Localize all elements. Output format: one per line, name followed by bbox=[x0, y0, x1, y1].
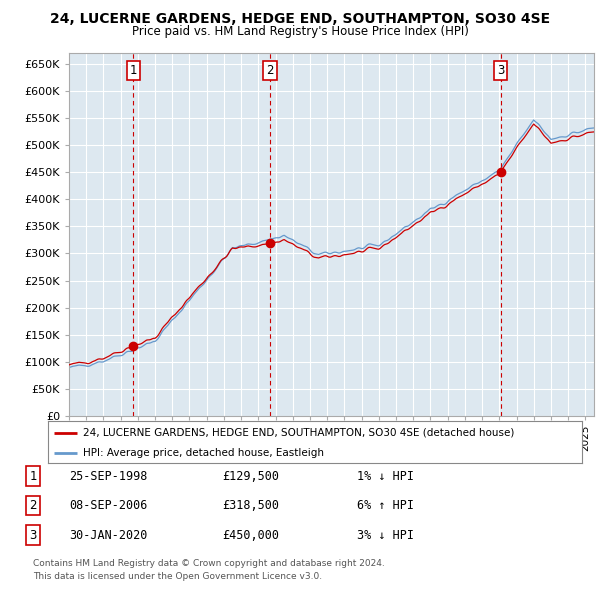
Text: 24, LUCERNE GARDENS, HEDGE END, SOUTHAMPTON, SO30 4SE (detached house): 24, LUCERNE GARDENS, HEDGE END, SOUTHAMP… bbox=[83, 428, 514, 438]
Text: 3: 3 bbox=[29, 529, 37, 542]
Text: 6% ↑ HPI: 6% ↑ HPI bbox=[357, 499, 414, 512]
Text: HPI: Average price, detached house, Eastleigh: HPI: Average price, detached house, East… bbox=[83, 448, 324, 457]
Text: £318,500: £318,500 bbox=[222, 499, 279, 512]
Text: 3: 3 bbox=[497, 64, 505, 77]
Text: This data is licensed under the Open Government Licence v3.0.: This data is licensed under the Open Gov… bbox=[33, 572, 322, 581]
Text: 08-SEP-2006: 08-SEP-2006 bbox=[69, 499, 148, 512]
Text: 2: 2 bbox=[29, 499, 37, 512]
Text: Contains HM Land Registry data © Crown copyright and database right 2024.: Contains HM Land Registry data © Crown c… bbox=[33, 559, 385, 568]
Text: 3% ↓ HPI: 3% ↓ HPI bbox=[357, 529, 414, 542]
Text: 24, LUCERNE GARDENS, HEDGE END, SOUTHAMPTON, SO30 4SE: 24, LUCERNE GARDENS, HEDGE END, SOUTHAMP… bbox=[50, 12, 550, 26]
Text: Price paid vs. HM Land Registry's House Price Index (HPI): Price paid vs. HM Land Registry's House … bbox=[131, 25, 469, 38]
Text: £129,500: £129,500 bbox=[222, 470, 279, 483]
Text: £450,000: £450,000 bbox=[222, 529, 279, 542]
Text: 1% ↓ HPI: 1% ↓ HPI bbox=[357, 470, 414, 483]
Text: 25-SEP-1998: 25-SEP-1998 bbox=[69, 470, 148, 483]
Text: 1: 1 bbox=[130, 64, 137, 77]
Text: 2: 2 bbox=[266, 64, 274, 77]
Text: 30-JAN-2020: 30-JAN-2020 bbox=[69, 529, 148, 542]
Text: 1: 1 bbox=[29, 470, 37, 483]
